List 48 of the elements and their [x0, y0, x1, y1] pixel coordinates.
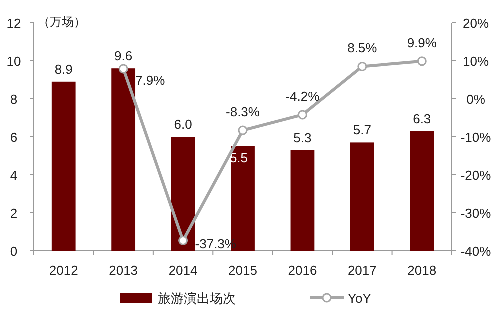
point: [358, 62, 368, 72]
x-tick-label: 2018: [408, 263, 437, 278]
data-label: 5.5: [230, 150, 248, 166]
data-label: 9.6: [114, 48, 133, 64]
y-tick-label: 10: [6, 54, 22, 69]
data-label: 6.3: [413, 111, 432, 126]
y-tick-label: 12: [6, 16, 22, 31]
point: [178, 236, 188, 246]
bar: [52, 82, 76, 251]
y2-tick-label: -40%: [460, 244, 492, 259]
data-label: 7.9%: [136, 72, 166, 88]
bar: [350, 142, 374, 251]
point: [417, 56, 427, 66]
data-label: 8.5%: [348, 40, 378, 56]
y-tick-label: 0: [10, 244, 18, 259]
y2-tick-label: -30%: [460, 206, 492, 221]
x-tick-label: 2015: [228, 263, 258, 278]
y2-tick-label: 0%: [466, 92, 486, 107]
x-tick-label: 2014: [168, 263, 198, 278]
bar: [410, 131, 434, 251]
y-tick-label: 6: [10, 130, 18, 145]
point: [238, 126, 248, 136]
bar: [171, 137, 196, 251]
point: [118, 64, 128, 74]
point: [298, 110, 308, 120]
legend-label: YoY: [348, 291, 372, 306]
data-label: -8.3%: [226, 104, 260, 120]
y2-tick-label: 10%: [462, 54, 490, 69]
bar: [290, 150, 315, 251]
y-tick-label: 4: [10, 168, 18, 183]
data-label: 6.0: [174, 117, 192, 132]
data-label: 5.3: [294, 130, 312, 146]
data-label: -4.2%: [286, 88, 320, 104]
data-label: 8.9: [54, 62, 73, 77]
x-tick-label: 2016: [288, 263, 318, 278]
data-label: 5.7: [353, 122, 372, 138]
y2-tick-label: 20%: [462, 16, 490, 31]
x-tick-label: 2013: [109, 263, 138, 278]
legend-label: 旅游演出场次: [158, 291, 236, 306]
y2-tick-label: -10%: [460, 130, 492, 145]
bar: [112, 68, 136, 251]
data-label: 9.9%: [407, 35, 438, 50]
x-tick-label: 2012: [49, 263, 78, 278]
y-tick-label: 8: [10, 92, 18, 107]
y-tick-label: 2: [10, 206, 18, 221]
y2-tick-label: -20%: [460, 168, 492, 183]
y-axis-title: （万场）: [38, 15, 86, 29]
x-tick-label: 2017: [348, 263, 377, 278]
